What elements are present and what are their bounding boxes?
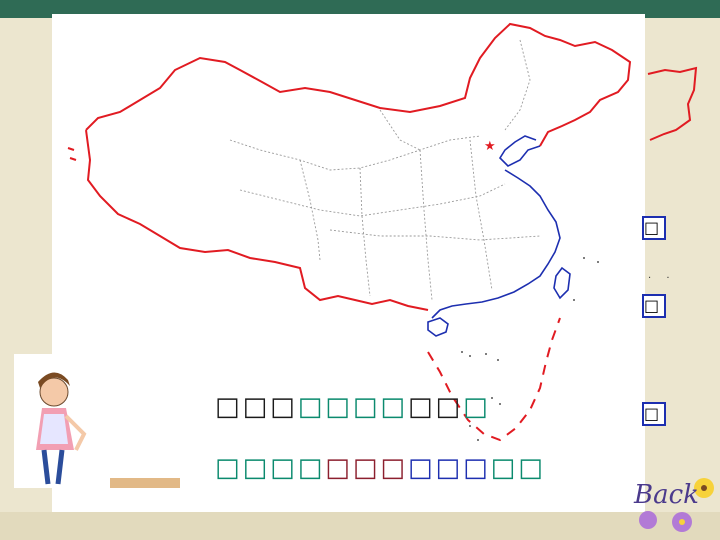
side-label-box: □: [642, 216, 666, 240]
question-line-1: □□□□□□□□□□: [215, 392, 491, 422]
question-segment: □□: [490, 453, 546, 483]
capital-star-icon: ★: [484, 139, 496, 154]
land-border: [85, 22, 632, 311]
northeast-border: [647, 66, 698, 141]
slide-bottom-bar: [0, 512, 720, 540]
question-segment: □: [463, 392, 491, 422]
question-segment: □□□: [407, 453, 491, 483]
slide-top-bar: [0, 0, 720, 18]
side-dots: . .: [648, 270, 676, 281]
question-segment: □□□: [325, 453, 408, 483]
question-line-2: □□□□□□□□□□□□: [215, 453, 546, 483]
province-outlines: [229, 39, 541, 301]
maritime-boundary: [427, 317, 561, 442]
question-segment: □□: [407, 392, 464, 422]
side-label-box: □: [642, 402, 666, 426]
back-button[interactable]: Back: [634, 480, 699, 510]
western-fragment: [67, 147, 77, 161]
teacher-illustration-panel: [14, 354, 186, 488]
taiwan-island: [553, 266, 571, 300]
slide-right-margin: [645, 18, 720, 518]
side-label-box: □: [642, 294, 666, 318]
teacher-icon: [36, 372, 180, 488]
question-segment: □□□□: [297, 392, 408, 422]
hainan-island: [427, 317, 449, 337]
question-segment: □□□□: [215, 453, 326, 483]
coastline: [431, 135, 561, 319]
south-sea-islands: [461, 257, 599, 441]
question-segment: □□□: [215, 392, 298, 422]
flower-decoration-icon: [639, 478, 714, 532]
